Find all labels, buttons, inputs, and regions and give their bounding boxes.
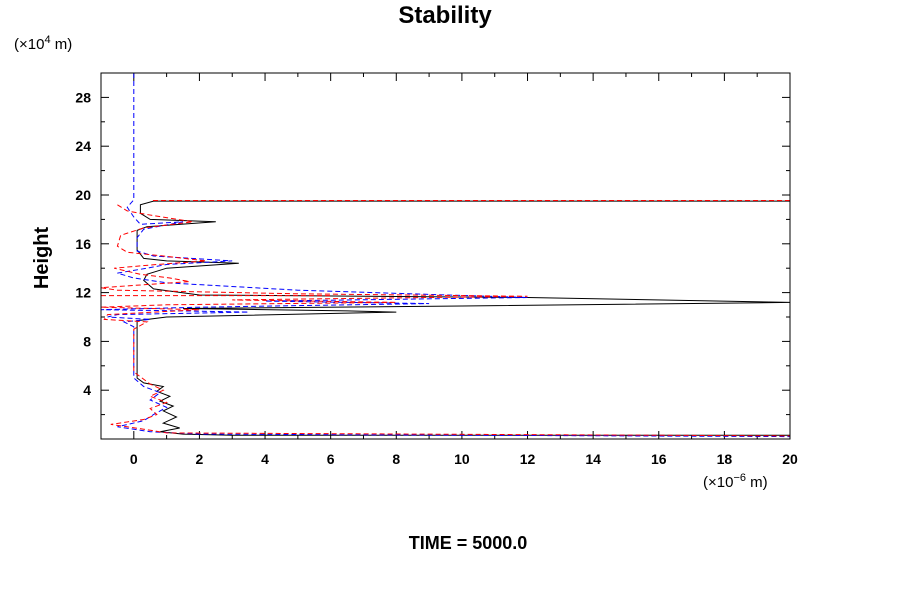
- x-tick-label: 4: [261, 451, 269, 467]
- x-axis-ticks: 0 2 4 6 8 10 12 14 16 18 20: [130, 73, 798, 467]
- x-tick-label: 10: [454, 451, 470, 467]
- y-units-exponent: 4: [44, 34, 50, 46]
- y-units-suffix: m): [51, 36, 73, 53]
- x-tick-label: 6: [327, 451, 335, 467]
- plot-frame: [100, 72, 791, 440]
- x-units-prefix: (×10: [703, 474, 733, 491]
- x-tick-label: 8: [392, 451, 400, 467]
- series-line-2: [101, 73, 790, 438]
- series-group: [101, 73, 790, 438]
- x-units-suffix: m): [746, 474, 768, 491]
- x-tick-label: 12: [520, 451, 536, 467]
- time-label: TIME = 5000.0: [409, 533, 528, 553]
- chart-title: Stability: [398, 2, 492, 29]
- y-axis-title: Height: [31, 227, 53, 290]
- x-tick-label: 14: [585, 451, 601, 467]
- y-tick-label: 4: [83, 382, 91, 398]
- y-tick-label: 20: [75, 187, 91, 203]
- series-line-3: [101, 204, 790, 437]
- x-tick-label: 20: [782, 451, 798, 467]
- x-tick-label: 2: [196, 451, 204, 467]
- y-tick-label: 28: [75, 89, 91, 105]
- y-axis-ticks: 4 8 12 16 20 24 28: [75, 89, 790, 416]
- x-axis-units: (×10−6 m): [703, 472, 768, 491]
- y-axis-units: (×104 m): [14, 34, 72, 53]
- y-units-prefix: (×10: [14, 36, 44, 53]
- x-tick-label: 0: [130, 451, 138, 467]
- y-tick-label: 16: [75, 236, 91, 252]
- x-tick-label: 16: [651, 451, 667, 467]
- x-tick-label: 18: [717, 451, 733, 467]
- y-tick-label: 24: [75, 138, 91, 154]
- series-line-1: [136, 200, 790, 436]
- x-units-exponent: −6: [733, 472, 746, 484]
- y-tick-label: 8: [83, 333, 91, 349]
- y-tick-label: 12: [75, 285, 91, 301]
